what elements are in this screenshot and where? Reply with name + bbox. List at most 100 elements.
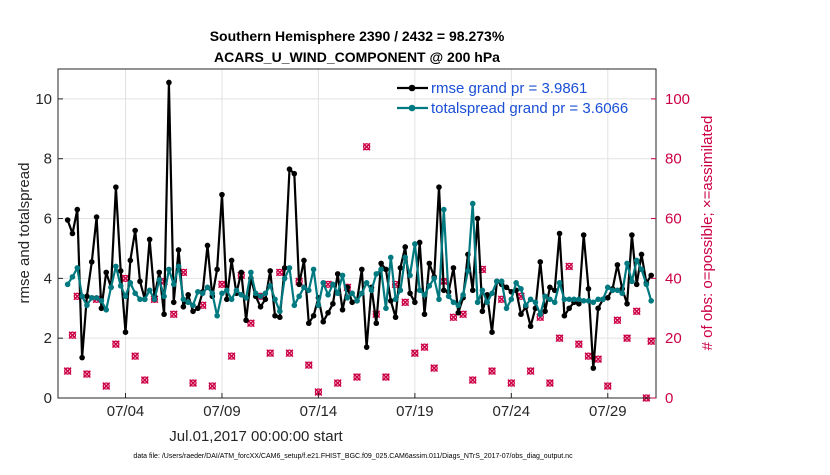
obs-possible-marker [546,379,554,387]
totalspread-point [310,266,317,273]
rmse-point [566,305,572,312]
obs-assimilated-marker [218,280,226,289]
totalspread-point [387,254,394,261]
chart-subtitle: ACARS_U_WIND_COMPONENT @ 200 hPa [214,49,500,65]
rmse-point [156,269,163,276]
totalspread-point [69,274,76,280]
rmse-point [320,318,327,325]
totalspread-point [156,277,163,283]
rmse-point [257,303,264,310]
rmse-point [98,305,105,312]
totalspread-point [484,299,491,306]
totalspread-point [383,305,389,312]
rmse-point [402,244,409,250]
legend-totalspread-marker [408,104,416,112]
legend-rmse-marker [408,84,416,92]
totalspread-point [532,299,539,306]
obs-possible-marker [68,331,77,339]
totalspread-point [633,257,640,264]
obs-possible-marker [189,379,197,387]
data-file-footnote: data file: /Users/raeder/DAI/ATM_forcXX/… [133,453,573,460]
obs-possible-marker [382,373,390,381]
obs-assimilated-marker [613,316,622,325]
totalspread-point [513,280,519,286]
rmse-point [373,320,380,327]
totalspread-point [127,280,134,286]
obs-assimilated-marker [420,343,429,352]
y2-tick-label: 20 [665,330,682,347]
obs-assimilated-marker [430,364,439,373]
obs-possible-marker [353,373,361,381]
rmse-point [547,284,553,291]
totalspread-point [117,283,124,289]
rmse-point [518,311,524,318]
totalspread-point [98,297,105,304]
rmse-point [117,268,124,274]
totalspread-point [407,272,413,279]
obs-assimilated-marker [468,376,477,384]
rmse-point [436,184,442,190]
rmse-point [301,257,307,264]
totalspread-point [137,296,143,303]
totalspread-point [378,266,384,273]
obs-assimilated-marker [574,340,583,349]
obs-possible-marker [276,268,284,277]
rmse-point [387,297,394,304]
totalspread-point [547,296,553,303]
totalspread-point [542,293,548,300]
plot-frame [57,68,657,399]
totalspread-point [339,272,346,279]
rmse-point [595,305,601,312]
totalspread-point [262,290,269,297]
obs-assimilated-marker [83,370,91,379]
rmse-point [330,300,336,307]
totalspread-point [281,275,288,282]
obs-assimilated-marker [410,349,419,358]
totalspread-point [416,287,423,294]
obs-possible-marker [102,382,110,390]
totalspread-point [214,312,220,319]
obs-possible-marker [623,334,631,342]
obs-possible-marker [305,361,313,369]
totalspread-point [79,293,85,300]
rmse-point [629,232,635,238]
obs-possible-marker [411,349,419,357]
rmse-point [412,299,418,306]
legend: rmse grand pr = 3.9861 totalspread grand… [397,80,628,117]
rmse-point [359,266,365,273]
totalspread-point [474,299,481,306]
rmse-point [170,299,177,306]
x-tick-label: 07/04 [107,403,145,420]
rmse-point [93,214,100,220]
rmse-point [339,306,346,313]
totalspread-point [142,296,148,303]
obs-possible-marker [613,316,622,324]
obs-possible-marker [633,307,641,315]
obs-possible-marker [594,355,602,363]
y2-axis-label: # of obs: o=possible; ×=assimilated [699,116,716,351]
totalspread-point [421,292,428,298]
rmse-point [146,236,153,243]
y-tick-label: 8 [44,151,52,168]
totalspread-point [185,299,192,306]
totalspread-point [151,296,158,303]
totalspread-point [354,297,360,304]
y-axis-label: rmse and totalspread [16,163,33,304]
totalspread-point [604,284,611,291]
obs-assimilated-marker [102,382,111,390]
totalspread-point [161,293,167,300]
totalspread-point [469,200,476,207]
rmse-point [363,344,370,350]
obs-assimilated-marker [488,367,496,376]
rmse-point [325,309,331,316]
obs-assimilated-marker [555,334,564,343]
totalspread-point [629,278,635,285]
x-tick-label: 07/09 [203,403,241,420]
totalspread-point [248,269,254,276]
obs-possible-marker [247,319,255,327]
rmse-point [551,287,558,294]
rmse-point [228,257,235,264]
totalspread-point [368,287,375,294]
obs-possible-marker [469,376,477,384]
